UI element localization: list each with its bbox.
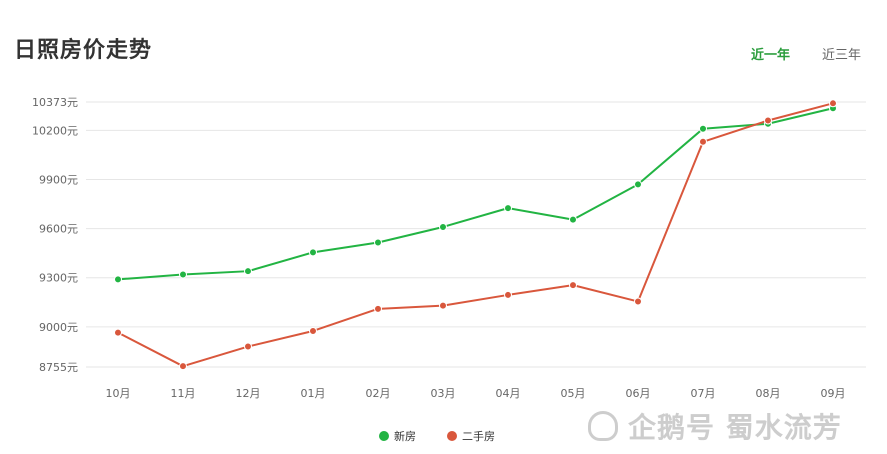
data-point[interactable] [439,222,447,231]
x-tick-label: 07月 [691,387,716,400]
data-point[interactable] [504,290,512,299]
x-tick-label: 04月 [496,387,521,400]
data-point[interactable] [179,362,187,371]
data-point[interactable] [309,248,317,257]
grid-lines [86,101,866,368]
y-tick-label: 9600元 [39,223,78,236]
y-tick-label: 9300元 [39,272,78,285]
legend-label[interactable]: 新房 [394,429,416,443]
data-point[interactable] [114,328,122,337]
data-point[interactable] [179,270,187,279]
y-axis: 8755元 9000元 9300元 9600元 9900元 10200元 10373元 [32,96,78,374]
x-tick-label: 01月 [301,387,326,400]
x-axis: 10月 11月 12月 01月 02月 03月 04月 05月 06月 07月 08月 09月 [106,387,846,400]
series-lines [117,102,834,368]
data-point[interactable] [699,124,707,133]
y-tick-label: 9000元 [39,321,78,334]
data-point[interactable] [569,215,577,224]
y-tick-label: 8755元 [39,361,78,374]
data-point[interactable] [699,137,707,146]
data-point[interactable] [244,342,252,351]
y-tick-label: 10200元 [32,124,78,137]
data-point[interactable] [374,304,382,313]
legend-marker [447,431,457,441]
chart-title: 日照房价走势 [14,38,153,63]
data-point[interactable] [374,238,382,247]
data-point[interactable] [569,281,577,290]
tab-three-years[interactable]: 近三年 [822,48,862,63]
data-point[interactable] [634,297,642,306]
data-point[interactable] [829,99,837,108]
series-line-1 [117,102,834,368]
penguin-icon [588,411,618,441]
x-tick-label: 02月 [366,387,391,400]
data-point[interactable] [114,275,122,284]
data-point[interactable] [504,204,512,213]
x-tick-label: 11月 [171,387,196,400]
x-tick-label: 10月 [106,387,131,400]
x-tick-label: 06月 [626,387,651,400]
series-points [114,99,837,371]
x-tick-label: 08月 [756,387,781,400]
series-line-0 [117,107,834,281]
x-tick-label: 05月 [561,387,586,400]
y-tick-label: 10373元 [32,96,78,109]
data-point[interactable] [439,301,447,310]
watermark-text: 企鹅号 蜀水流芳 [628,411,842,444]
legend-marker [379,431,389,441]
y-tick-label: 9900元 [39,173,78,186]
data-point[interactable] [634,180,642,189]
data-point[interactable] [244,267,252,276]
x-tick-label: 09月 [821,387,846,400]
watermark: 企鹅号 蜀水流芳 [588,406,842,446]
x-tick-label: 12月 [236,387,261,400]
data-point[interactable] [309,326,317,335]
x-tick-label: 03月 [431,387,456,400]
legend-label[interactable]: 二手房 [462,429,495,443]
data-point[interactable] [764,116,772,125]
legend: 新房 二手房 [379,429,495,443]
tab-one-year[interactable]: 近一年 [751,48,791,63]
